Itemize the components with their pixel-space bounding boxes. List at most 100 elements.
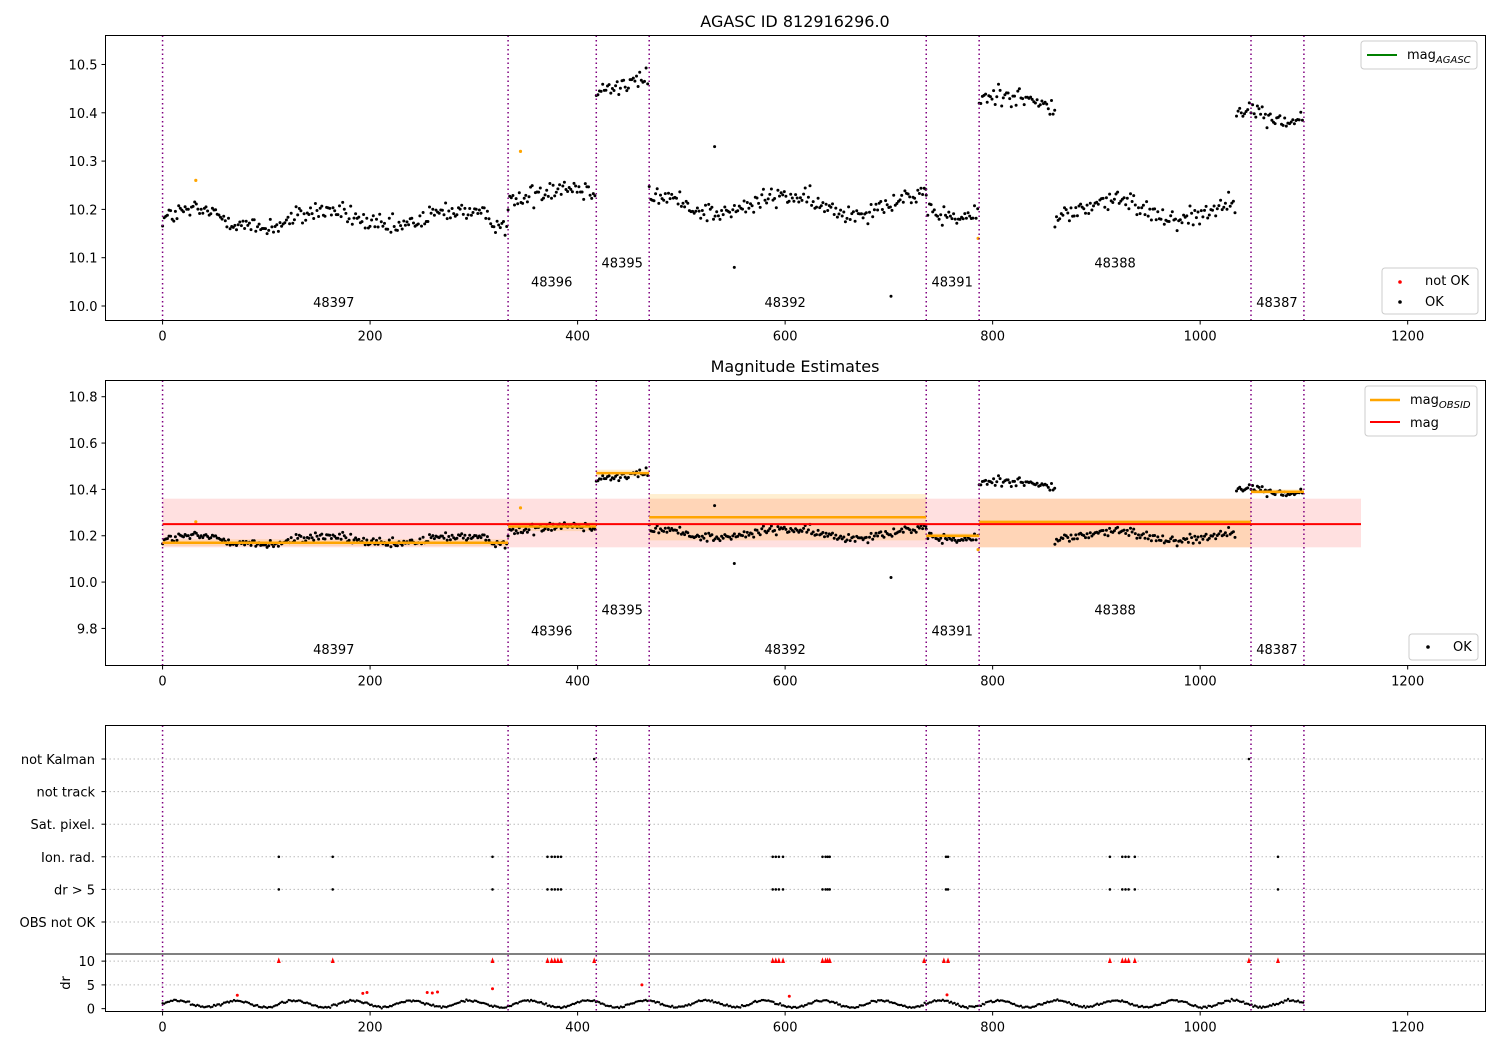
ok-point	[329, 213, 333, 217]
ok-point	[663, 192, 667, 196]
flag-point	[491, 888, 494, 891]
ok-point	[522, 196, 526, 200]
ok-point	[908, 195, 912, 199]
ok-point	[1204, 532, 1208, 536]
y-tick-label: 10.4	[69, 483, 98, 498]
dr-point	[1034, 1004, 1038, 1008]
dr-point	[1024, 1005, 1028, 1008]
ok-point	[236, 223, 240, 227]
ok-point	[715, 210, 719, 214]
ok-point	[888, 205, 892, 209]
ok-point	[296, 213, 300, 217]
ok-point	[387, 538, 391, 542]
ok-point	[808, 184, 812, 188]
ok-point	[995, 480, 999, 484]
ok-point	[766, 197, 770, 201]
dr-point	[380, 1007, 383, 1010]
ok-point	[892, 193, 896, 197]
ok-point	[1141, 203, 1145, 207]
dr-high-marker	[781, 957, 786, 964]
ok-point	[1048, 112, 1052, 116]
ok-point	[1050, 99, 1053, 102]
dr-point	[574, 1001, 578, 1005]
ok-point	[1106, 534, 1110, 538]
ok-point	[979, 483, 983, 487]
ok-point	[742, 530, 746, 534]
dr-point	[432, 1003, 435, 1006]
agasc-legend-top: magAGASC	[1360, 40, 1478, 70]
dr-point	[983, 1003, 986, 1006]
dr-point	[400, 1000, 403, 1004]
orange-point	[518, 149, 523, 153]
ok-point	[1053, 486, 1057, 490]
ok-point	[984, 478, 988, 482]
flag-point	[771, 855, 774, 859]
dr-point	[363, 1001, 367, 1004]
ok-point	[546, 194, 550, 198]
dr-point	[221, 1002, 224, 1006]
dr-point	[1135, 1004, 1139, 1007]
ok-point	[1180, 540, 1184, 544]
ok-point	[874, 531, 878, 535]
ok-point	[479, 536, 483, 540]
magnitude-axes-frame	[105, 380, 1486, 666]
ok-point	[855, 209, 859, 213]
dr-point	[422, 1001, 425, 1005]
ok-point	[834, 533, 838, 537]
ok-point	[553, 194, 557, 198]
ok-point	[872, 534, 876, 538]
ok-point	[1069, 533, 1073, 537]
ok-point	[214, 534, 218, 538]
ok-point	[692, 211, 696, 215]
ok-point	[797, 200, 801, 204]
ok-point	[466, 213, 470, 217]
dr-point	[463, 1000, 466, 1003]
ok-point	[806, 528, 810, 532]
ok-point	[471, 211, 475, 214]
ok-point	[249, 543, 253, 547]
ok-point	[824, 202, 828, 206]
dr-point	[1215, 1003, 1219, 1006]
ok-point	[816, 528, 820, 532]
ok-point	[241, 219, 245, 223]
ok-point	[708, 207, 712, 211]
ok-point	[731, 208, 735, 212]
ok-point	[338, 532, 341, 536]
ok-point	[1108, 192, 1112, 196]
ok-point	[312, 217, 316, 220]
dr-point	[805, 1003, 808, 1006]
dr-high-marker	[922, 957, 927, 964]
ok-point	[1162, 541, 1166, 545]
dr-point	[505, 1006, 508, 1009]
ok-point	[252, 218, 256, 222]
dr-red-point	[787, 994, 791, 998]
ok-point	[191, 532, 195, 536]
dr-point	[593, 999, 596, 1002]
ok-point	[410, 538, 414, 542]
ok-point	[463, 533, 467, 537]
ok-point	[668, 197, 672, 201]
dr-point	[822, 999, 825, 1002]
ok-point	[702, 536, 706, 540]
dr-point	[860, 1004, 863, 1007]
ok-point	[823, 210, 826, 214]
ok-point	[831, 531, 834, 535]
ok-point	[1088, 531, 1092, 535]
flag-point	[781, 888, 785, 891]
ok-point	[1079, 202, 1083, 206]
ok-point	[1009, 485, 1013, 488]
ok-point	[538, 186, 542, 190]
ok-point	[386, 543, 390, 547]
ok-point	[1175, 544, 1179, 548]
ok-point	[1146, 214, 1150, 218]
dr-point	[780, 1004, 783, 1007]
ok-point	[741, 534, 744, 538]
dr-point	[256, 1003, 259, 1007]
ok-point	[1190, 536, 1194, 540]
ok-point	[231, 225, 235, 229]
ok-point	[1022, 484, 1026, 487]
ok-point	[802, 192, 806, 196]
orange-point	[976, 548, 980, 552]
ok-point	[657, 531, 661, 535]
ok-point	[225, 225, 229, 229]
